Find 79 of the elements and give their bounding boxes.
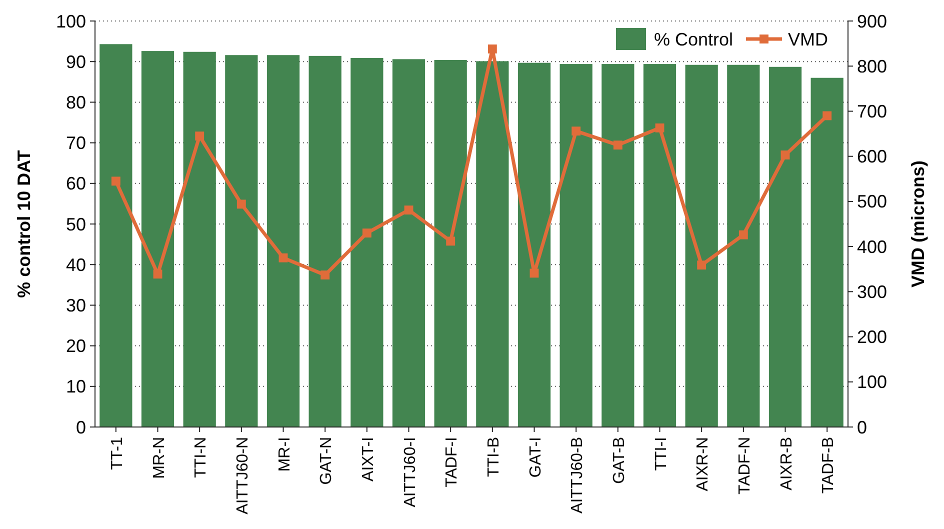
x-tick-label: TADF-I — [444, 437, 461, 488]
point — [488, 44, 497, 54]
point — [780, 150, 790, 160]
y-axis-title: % control 10 DAT — [14, 150, 34, 298]
point — [278, 253, 288, 262]
bar — [768, 66, 802, 427]
bar — [560, 64, 592, 427]
point — [613, 140, 622, 150]
x-tick-label: GAT-N — [318, 437, 336, 485]
point — [697, 260, 706, 270]
y-tick-label: 100 — [56, 11, 86, 32]
bar — [810, 78, 844, 427]
y-tick-label: 20 — [66, 336, 86, 356]
bar — [350, 58, 384, 427]
y-tick-label: 60 — [66, 174, 86, 194]
y2-tick-label: 800 — [857, 56, 888, 76]
point — [236, 200, 246, 209]
x-tick-label: GAT-I — [527, 437, 544, 478]
y2-tick-label: 100 — [857, 372, 888, 392]
x-tick-label: TTI-N — [192, 437, 210, 478]
y-tick-label: 70 — [66, 133, 86, 154]
x-tick-label: TT-1 — [108, 436, 126, 470]
y2-tick-label: 500 — [857, 192, 888, 212]
bar — [476, 61, 509, 427]
bar — [434, 60, 467, 427]
point — [153, 270, 162, 279]
y2-tick-label: 600 — [857, 146, 888, 167]
point — [111, 176, 120, 186]
bar — [392, 59, 426, 427]
x-tick-label: MR-N — [150, 437, 168, 479]
x-tick-label: AITTJ60-B — [569, 437, 586, 514]
x-tick-label: AIXR-N — [694, 437, 712, 492]
point — [822, 111, 832, 120]
y-tick-label: 10 — [66, 376, 86, 397]
point — [446, 236, 456, 246]
bar — [518, 62, 551, 427]
x-tick-label: TADF-N — [736, 437, 754, 494]
bar — [266, 55, 300, 427]
bar — [183, 52, 216, 427]
bar — [685, 64, 718, 427]
bar — [308, 56, 342, 427]
x-tick-label: AIXR-B — [778, 437, 796, 490]
x-tick-label: TTI-B — [485, 437, 502, 477]
x-tick-label: TTI-I — [652, 437, 670, 471]
y2-tick-label: 0 — [857, 417, 868, 438]
y2-tick-label: 900 — [857, 11, 888, 32]
legend-label: VMD — [788, 29, 828, 50]
y-tick-label: 40 — [66, 254, 86, 275]
x-tick-label: AITTJ60-N — [234, 437, 252, 514]
y-tick-label: 90 — [66, 52, 86, 72]
y-tick-label: 0 — [76, 417, 86, 438]
x-tick-label: GAT-B — [610, 437, 628, 484]
point — [738, 230, 748, 240]
point — [572, 126, 581, 136]
y-tick-label: 80 — [66, 92, 86, 112]
bar — [225, 55, 258, 427]
y2-axis-title: VMD (microns) — [908, 160, 928, 288]
point — [404, 206, 414, 214]
bar — [643, 64, 676, 427]
x-tick-label: TADF-B — [820, 437, 838, 494]
point — [530, 268, 539, 278]
y2-tick-label: 400 — [857, 236, 888, 257]
point — [655, 123, 664, 132]
y-tick-label: 50 — [66, 214, 86, 234]
x-tick-label: MR-I — [276, 437, 294, 472]
legend-label: % Control — [654, 29, 734, 50]
point — [362, 228, 372, 238]
bar — [100, 44, 132, 427]
bar — [602, 64, 634, 427]
y2-tick-label: 200 — [857, 327, 888, 348]
point — [195, 132, 204, 141]
y2-tick-label: 700 — [857, 102, 888, 122]
x-tick-label: AIXT-I — [360, 437, 377, 482]
bar — [141, 51, 174, 427]
y2-tick-label: 300 — [857, 282, 888, 302]
x-tick-label: AITTJ60-I — [402, 437, 419, 508]
bar — [727, 64, 760, 427]
point — [320, 270, 330, 280]
y-tick-label: 30 — [66, 296, 86, 316]
